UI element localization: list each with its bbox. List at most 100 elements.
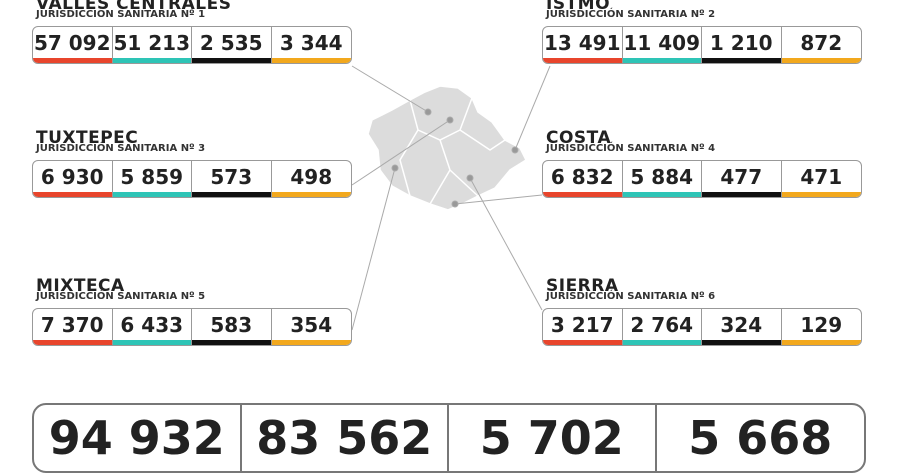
- value: 3 344: [279, 30, 343, 55]
- state-outline: [367, 85, 527, 211]
- color-bar: [271, 340, 351, 345]
- region-subtitle: JURISDICCIÓN SANITARIA Nº 4: [546, 143, 716, 154]
- value: 5 859: [120, 164, 184, 189]
- value: 324: [720, 312, 763, 337]
- value: 1 210: [709, 30, 773, 55]
- color-bar: [271, 192, 351, 197]
- value-cell: 573: [192, 161, 272, 197]
- value-cell: 11 409: [622, 27, 702, 63]
- region-box: 6 832 5 884 477 471: [542, 160, 862, 198]
- color-bar: [192, 192, 271, 197]
- value: 6 930: [40, 164, 104, 189]
- value-cell: 583: [192, 309, 272, 345]
- color-bar: [33, 58, 112, 63]
- totals-box: 94 932 83 562 5 702 5 668: [32, 403, 866, 473]
- value: 7 370: [40, 312, 104, 337]
- value-cell: 498: [271, 161, 351, 197]
- region-box: 13 491 11 409 1 210 872: [542, 26, 862, 64]
- color-bar: [192, 58, 271, 63]
- value: 5 884: [630, 164, 694, 189]
- region-name: MIXTECA: [36, 276, 125, 296]
- value: 3 217: [550, 312, 614, 337]
- value-cell: 471: [781, 161, 861, 197]
- region-name: COSTA: [546, 128, 612, 148]
- color-bar: [192, 340, 271, 345]
- region-subtitle: JURISDICCIÓN SANITARIA Nº 1: [36, 9, 206, 20]
- value-cell: 6 832: [543, 161, 623, 197]
- color-bar: [33, 340, 112, 345]
- value: 6 433: [120, 312, 184, 337]
- region-name: ISTMO: [546, 0, 611, 14]
- leader-lines: [351, 65, 551, 331]
- region-borders: [399, 97, 506, 205]
- region-box: 57 092 51 213 2 535 3 344: [32, 26, 352, 64]
- color-bar: [702, 192, 781, 197]
- value: 51 213: [113, 30, 191, 55]
- value-cell: 57 092: [33, 27, 113, 63]
- value: 498: [290, 164, 333, 189]
- color-bar: [271, 58, 351, 63]
- value: 13 491: [543, 30, 621, 55]
- value-cell: 5 884: [622, 161, 702, 197]
- region-subtitle: JURISDICCIÓN SANITARIA Nº 6: [546, 291, 716, 302]
- total-value: 5 702: [449, 405, 657, 471]
- color-bar: [781, 58, 861, 63]
- value: 354: [290, 312, 333, 337]
- color-bar: [112, 340, 191, 345]
- region-name: TUXTEPEC: [36, 128, 139, 148]
- value: 6 832: [550, 164, 614, 189]
- value-cell: 3 344: [271, 27, 351, 63]
- value-cell: 2 535: [192, 27, 272, 63]
- value-cell: 51 213: [112, 27, 192, 63]
- region-subtitle: JURISDICCIÓN SANITARIA Nº 5: [36, 291, 206, 302]
- color-bar: [543, 58, 622, 63]
- value: 573: [210, 164, 253, 189]
- value-cell: 13 491: [543, 27, 623, 63]
- color-bar: [112, 58, 191, 63]
- region-box: 6 930 5 859 573 498: [32, 160, 352, 198]
- value-cell: 324: [702, 309, 782, 345]
- region-name: VALLES CENTRALES: [36, 0, 232, 14]
- value: 2 764: [630, 312, 694, 337]
- value: 2 535: [199, 30, 263, 55]
- region-subtitle: JURISDICCIÓN SANITARIA Nº 2: [546, 9, 716, 20]
- total-value: 83 562: [242, 405, 449, 471]
- value-cell: 6 930: [33, 161, 113, 197]
- total-value: 94 932: [34, 405, 242, 471]
- value: 583: [210, 312, 253, 337]
- color-bar: [622, 192, 701, 197]
- color-bar: [543, 192, 622, 197]
- value: 57 092: [33, 30, 111, 55]
- value-cell: 872: [781, 27, 861, 63]
- value-cell: 3 217: [543, 309, 623, 345]
- page: {"regions": [ {"name": "VALLES CENTRALES…: [32, 0, 866, 473]
- color-bar: [112, 192, 191, 197]
- region-box: 3 217 2 764 324 129: [542, 308, 862, 346]
- value-cell: 354: [271, 309, 351, 345]
- value: 872: [800, 30, 843, 55]
- value-cell: 477: [702, 161, 782, 197]
- value-cell: 2 764: [622, 309, 702, 345]
- value: 471: [800, 164, 843, 189]
- color-bar: [781, 340, 861, 345]
- region-name: SIERRA: [546, 276, 619, 296]
- value-cell: 7 370: [33, 309, 113, 345]
- value: 129: [800, 312, 843, 337]
- color-bar: [33, 192, 112, 197]
- region-subtitle: JURISDICCIÓN SANITARIA Nº 3: [36, 143, 206, 154]
- value-cell: 6 433: [112, 309, 192, 345]
- color-bar: [781, 192, 861, 197]
- value-cell: 129: [781, 309, 861, 345]
- value-cell: 5 859: [112, 161, 192, 197]
- color-bar: [543, 340, 622, 345]
- color-bar: [622, 58, 701, 63]
- color-bar: [622, 340, 701, 345]
- map: [351, 65, 551, 331]
- color-bar: [702, 58, 781, 63]
- color-bar: [702, 340, 781, 345]
- region-box: 7 370 6 433 583 354: [32, 308, 352, 346]
- total-value: 5 668: [688, 411, 833, 465]
- value: 11 409: [623, 30, 701, 55]
- value: 477: [720, 164, 763, 189]
- value-cell: 1 210: [702, 27, 782, 63]
